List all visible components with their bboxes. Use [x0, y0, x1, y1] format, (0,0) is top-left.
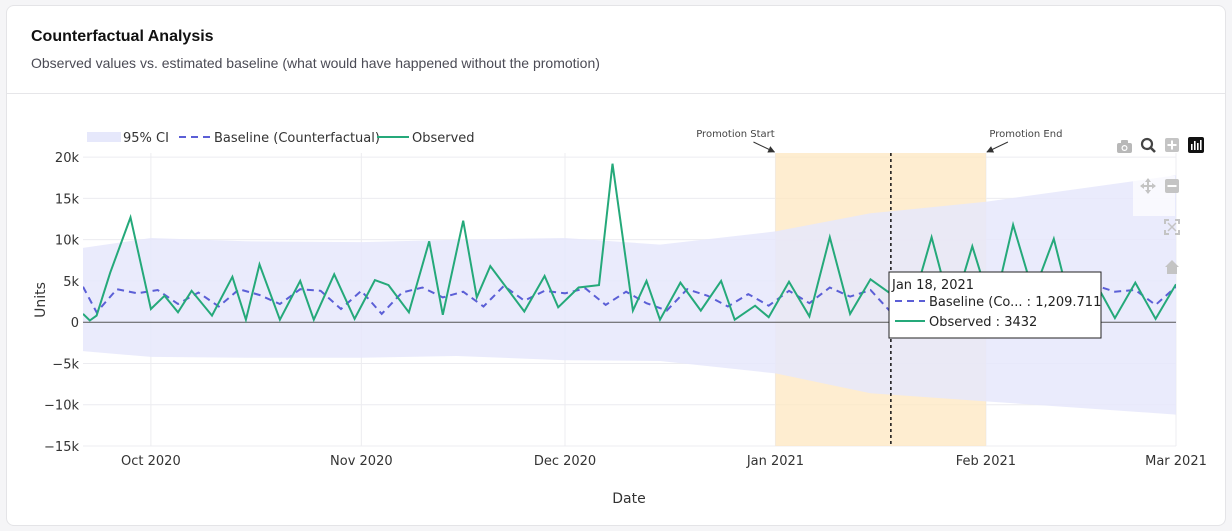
- y-axis: 20k 15k 10k 5k 0 −5k −10k −15k: [44, 151, 79, 455]
- y-tick-label: −5k: [52, 357, 79, 372]
- tooltip-baseline-value: 1,209.711: [1035, 295, 1101, 310]
- y-tick-label: 5k: [63, 275, 79, 290]
- legend-item-baseline[interactable]: Baseline (Counterfactual): [179, 131, 380, 146]
- hover-tooltip: Jan 18, 2021 Baseline (Co... : 1,209.711…: [888, 271, 1102, 339]
- legend-label-ci: 95% CI: [123, 131, 169, 146]
- x-tick-label: Jan 2021: [746, 454, 804, 469]
- zoom-in-icon[interactable]: [1165, 138, 1179, 152]
- card-title: Counterfactual Analysis: [31, 28, 214, 45]
- card-header: Counterfactual Analysis Observed values …: [7, 6, 1225, 94]
- legend-label-baseline: Baseline (Counterfactual): [214, 131, 380, 146]
- x-tick-label: Mar 2021: [1145, 454, 1207, 469]
- x-axis: Oct 2020 Nov 2020 Dec 2020 Jan 2021 Feb 2021…: [121, 454, 1207, 469]
- legend-item-ci[interactable]: 95% CI: [87, 131, 169, 146]
- tooltip-baseline-row: Baseline (Co... : 1,209.711: [929, 295, 1101, 310]
- camera-icon[interactable]: [1117, 140, 1132, 153]
- y-axis-title: Units: [33, 282, 49, 318]
- chart-card: Counterfactual Analysis Observed values …: [6, 5, 1226, 526]
- tooltip-observed-row: Observed : 3432: [929, 315, 1037, 330]
- tooltip-observed-sep: :: [992, 315, 1005, 330]
- x-tick-label: Feb 2021: [956, 454, 1016, 469]
- pan-icon[interactable]: [1140, 178, 1156, 194]
- tooltip-baseline-series: Baseline (Co...: [929, 295, 1023, 310]
- legend-item-observed[interactable]: Observed: [377, 131, 475, 146]
- legend[interactable]: 95% CI Baseline (Counterfactual) Observe…: [87, 131, 475, 146]
- x-axis-title: Date: [612, 491, 645, 507]
- promotion-end-annotation: Promotion End: [986, 129, 1062, 153]
- observed-line: [83, 163, 1176, 324]
- promotion-start-label: Promotion Start: [696, 129, 775, 140]
- zoom-icon[interactable]: [1140, 137, 1156, 153]
- promotion-start-annotation: Promotion Start: [696, 129, 776, 153]
- x-tick-label: Dec 2020: [534, 454, 596, 469]
- reset-axes-icon[interactable]: [1165, 260, 1179, 274]
- y-tick-label: 15k: [55, 192, 80, 207]
- y-tick-label: −10k: [44, 399, 79, 414]
- x-tick-label: Nov 2020: [330, 454, 393, 469]
- y-tick-label: −15k: [44, 440, 79, 455]
- legend-label-observed: Observed: [412, 131, 475, 146]
- counterfactual-chart[interactable]: 20k 15k 10k 5k 0 −5k −10k −15k Oct 2020 Nov 2020…: [7, 6, 1226, 526]
- card-subtitle: Observed values vs. estimated baseline (…: [31, 55, 600, 71]
- x-tick-label: Oct 2020: [121, 454, 181, 469]
- modebar: [1117, 137, 1204, 274]
- y-tick-label: 20k: [55, 151, 80, 166]
- tooltip-observed-series: Observed: [929, 315, 992, 330]
- ci-band: [83, 175, 1176, 415]
- promotion-end-label: Promotion End: [989, 129, 1062, 140]
- plotly-logo-icon[interactable]: [1188, 137, 1204, 153]
- tooltip-baseline-sep: :: [1023, 295, 1036, 310]
- tooltip-date: Jan 18, 2021: [891, 278, 974, 293]
- y-tick-label: 10k: [55, 234, 80, 249]
- zoom-out-icon[interactable]: [1165, 179, 1179, 193]
- y-tick-label: 0: [71, 316, 79, 331]
- tooltip-observed-value: 3432: [1004, 315, 1037, 330]
- autoscale-icon[interactable]: [1164, 219, 1180, 235]
